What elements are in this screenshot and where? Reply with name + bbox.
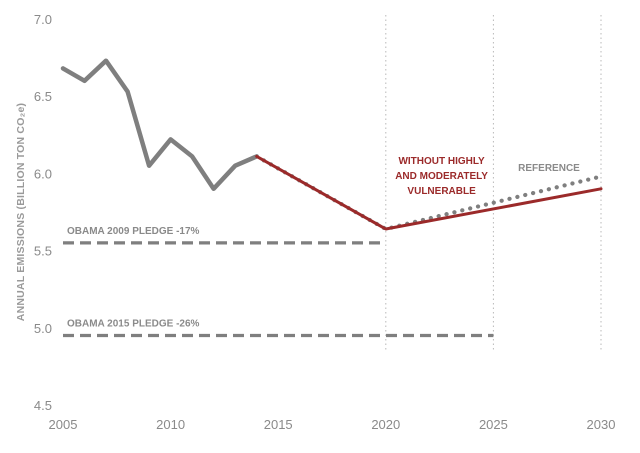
pledge-lines: OBAMA 2009 PLEDGE -17% OBAMA 2015 PLEDGE … — [63, 226, 494, 338]
x-axis-ticks: 2005 2010 2015 2020 2025 2030 — [49, 417, 616, 432]
vertical-markers — [385, 15, 602, 352]
annotations: WITHOUT HIGHLY AND MODERATELY VULNERABLE RE… — [395, 156, 580, 197]
y-axis-title: ANNUAL EMISSIONS (BILLION TON CO₂e) — [15, 103, 27, 321]
without-vulnerable-series-line — [255, 154, 603, 231]
y-tick-label: 6.5 — [34, 89, 52, 104]
pledge-label: OBAMA 2015 PLEDGE -26% — [67, 319, 200, 330]
y-tick-label: 7.0 — [34, 12, 52, 27]
series-annotation-red: WITHOUT HIGHLY — [398, 156, 485, 167]
y-tick-label: 5.0 — [34, 321, 52, 336]
series-annotation-red: VULNERABLE — [407, 186, 476, 197]
series-annotation-red: AND MODERATELY — [395, 171, 488, 182]
x-tick-label: 2030 — [587, 417, 616, 432]
pledge-label: OBAMA 2009 PLEDGE -17% — [67, 226, 200, 237]
y-tick-label: 4.5 — [34, 398, 52, 413]
x-tick-label: 2025 — [479, 417, 508, 432]
y-axis-ticks: 4.5 5.0 5.5 6.0 6.5 7.0 — [34, 12, 52, 413]
x-tick-label: 2010 — [156, 417, 185, 432]
y-axis-label-group: ANNUAL EMISSIONS (BILLION TON CO₂e) — [15, 103, 27, 321]
x-tick-label: 2020 — [371, 417, 400, 432]
series-lines — [60, 58, 604, 232]
series-annotation-reference: REFERENCE — [518, 163, 580, 174]
y-tick-label: 5.5 — [34, 244, 52, 259]
y-tick-label: 6.0 — [34, 166, 52, 181]
historical-series-line — [60, 58, 259, 192]
x-tick-label: 2015 — [264, 417, 293, 432]
x-tick-label: 2005 — [49, 417, 78, 432]
